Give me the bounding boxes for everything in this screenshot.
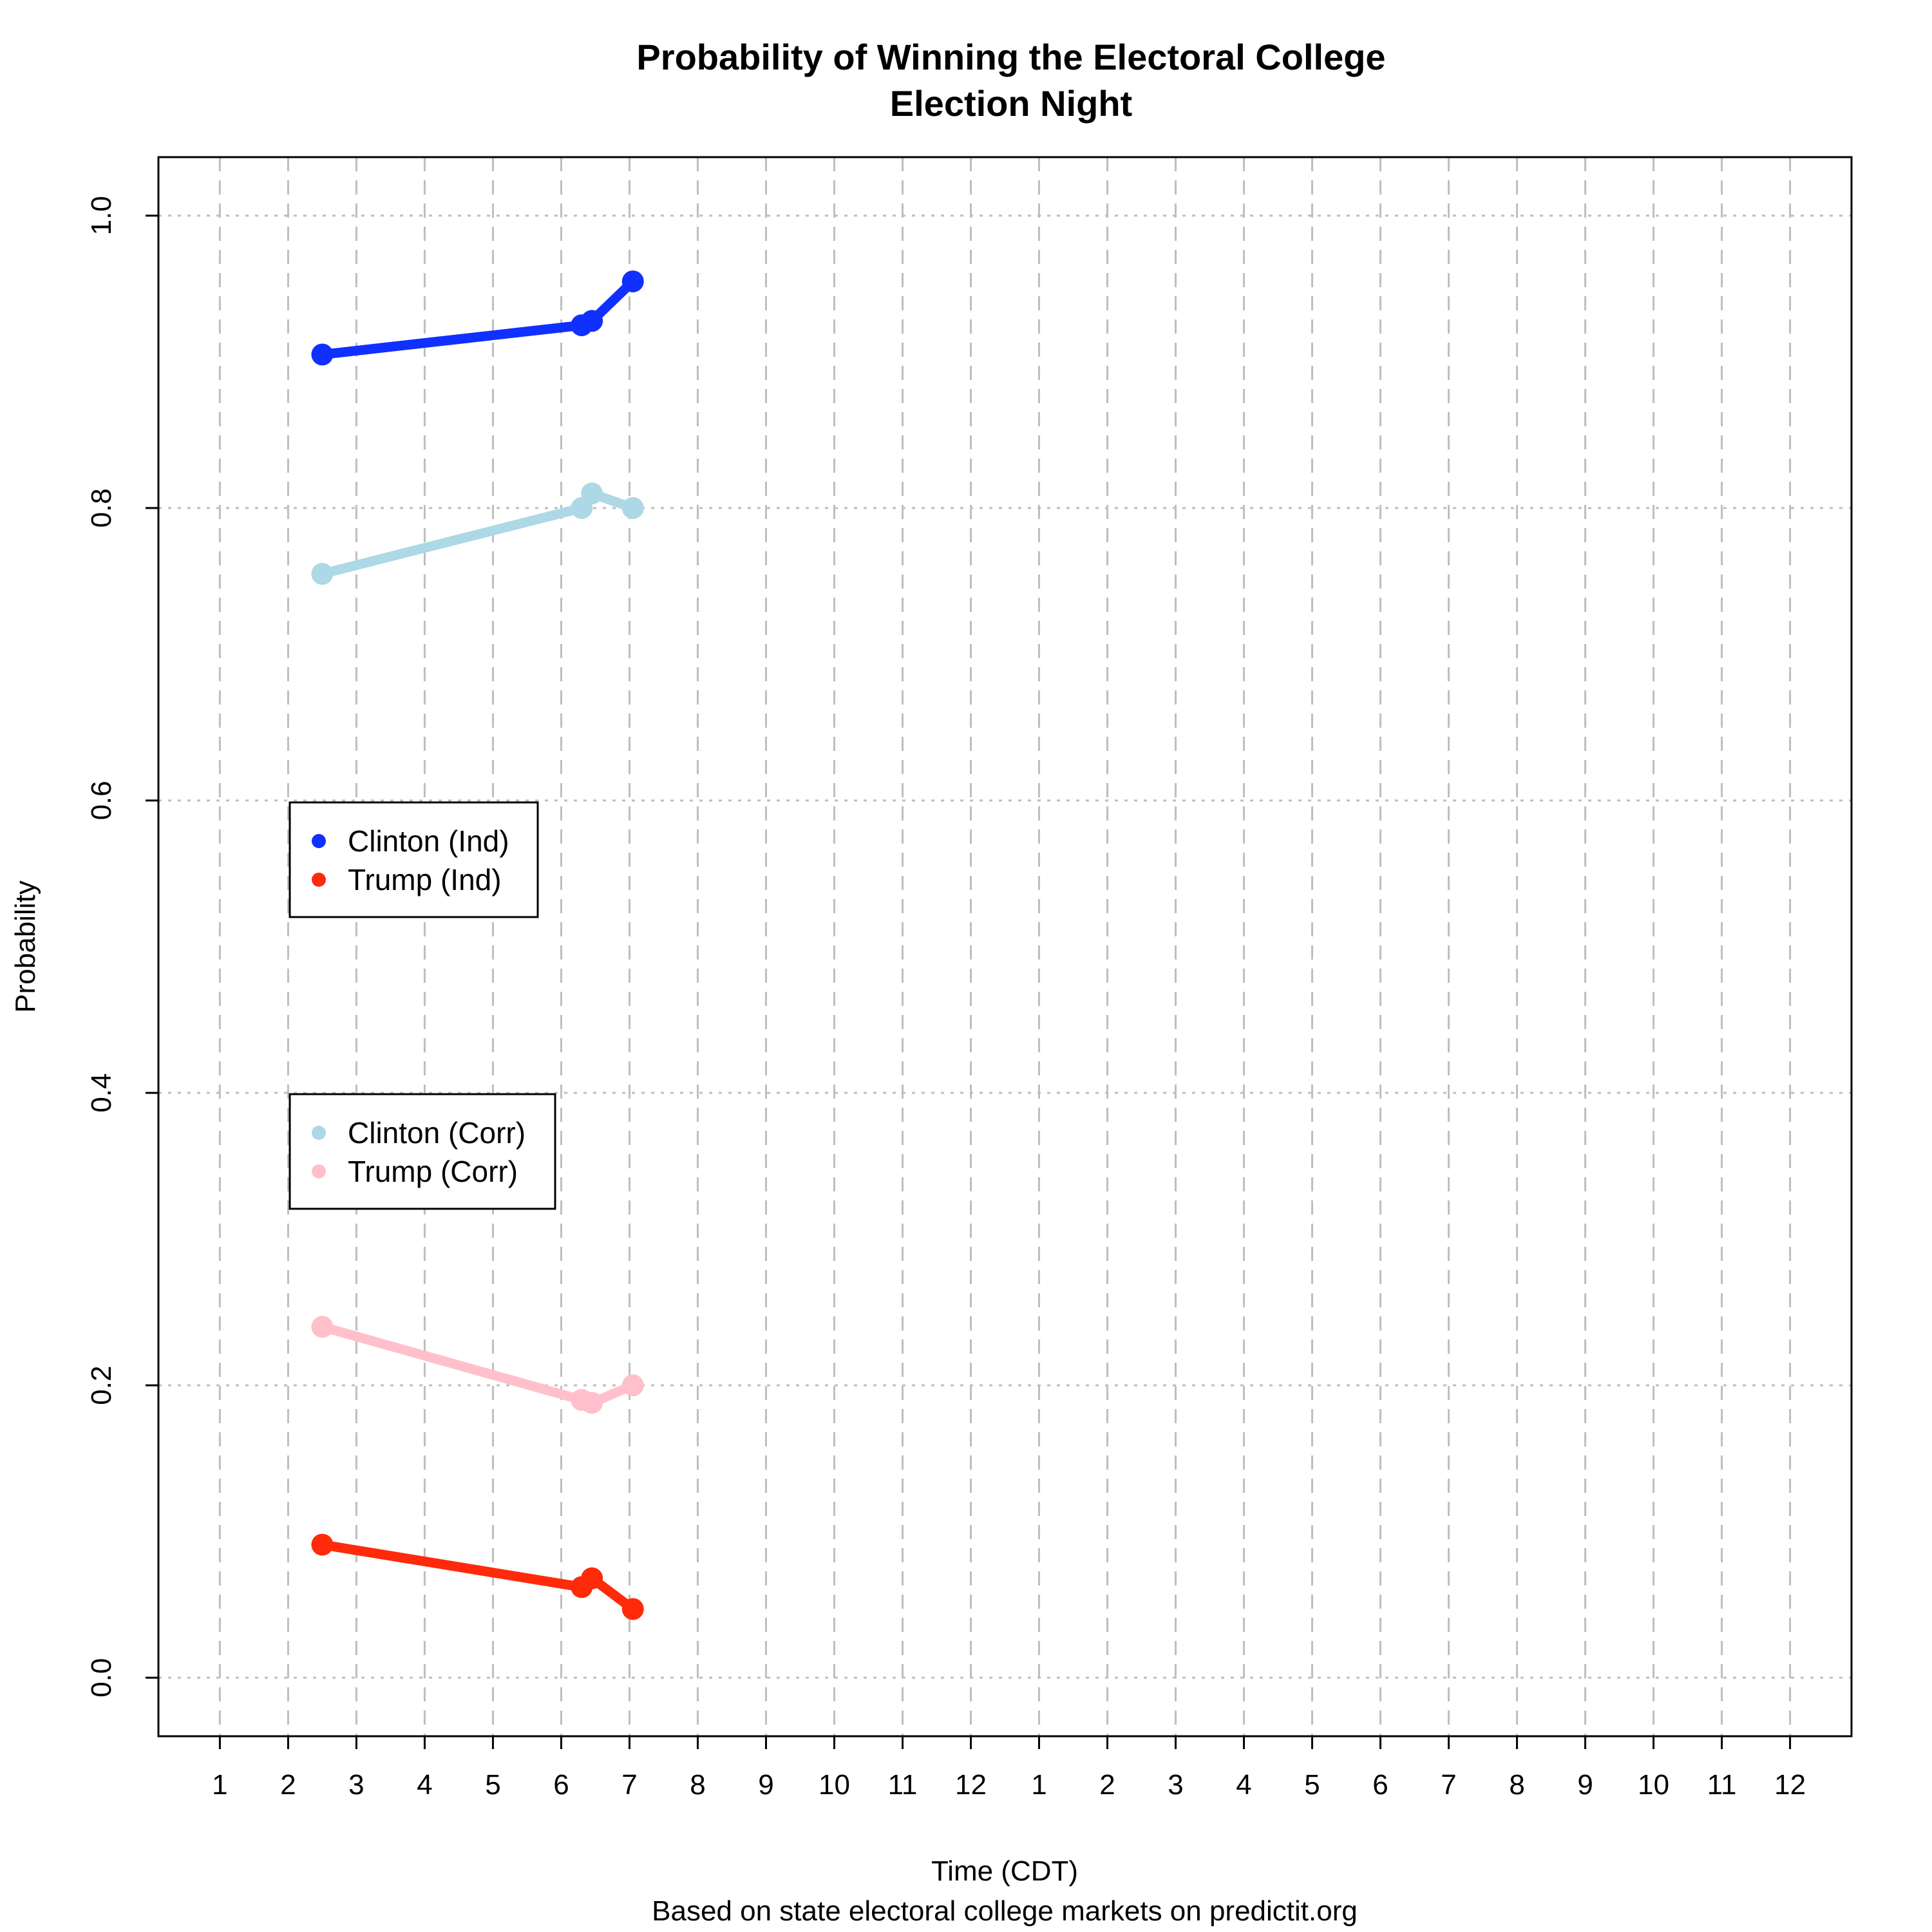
- data-point-trump-ind-3: [621, 1598, 644, 1620]
- x-tick-label: 10: [819, 1769, 850, 1801]
- legends: Clinton (Ind) Trump (Ind) Clinton (Corr) Tr…: [289, 801, 556, 1210]
- series-clinton-corr: [311, 482, 644, 585]
- x-tick-label: 2: [1099, 1769, 1115, 1801]
- x-tick-label: 5: [485, 1769, 500, 1801]
- x-axis-label: Time (CDT): [931, 1855, 1078, 1887]
- x-tick-label: 1: [212, 1769, 227, 1801]
- data-point-trump-corr-0: [311, 1316, 334, 1338]
- series-clinton-ind: [311, 270, 644, 366]
- data-point-trump-corr-3: [621, 1374, 644, 1397]
- legend-marker: [312, 873, 326, 887]
- y-axis-label: Probability: [10, 880, 41, 1012]
- x-tick-label: 4: [1236, 1769, 1251, 1801]
- x-tick-label: 9: [1577, 1769, 1593, 1801]
- chart-subtitle: Election Night: [890, 83, 1132, 124]
- legend-box: [289, 1093, 556, 1210]
- legend-label: Clinton (Ind): [348, 824, 509, 858]
- x-tick-label: 7: [1441, 1769, 1456, 1801]
- chart-title: Probability of Winning the Electoral Col…: [636, 37, 1385, 77]
- y-tick-label: 0.4: [86, 1073, 117, 1112]
- y-tick-label: 0.6: [86, 781, 117, 820]
- grid: [158, 157, 1852, 1736]
- legend-marker: [312, 1164, 326, 1179]
- x-tick-label: 7: [621, 1769, 637, 1801]
- y-tick-label: 0.8: [86, 488, 117, 527]
- y-tick-label: 0.0: [86, 1658, 117, 1698]
- x-tick-label: 3: [348, 1769, 364, 1801]
- data-point-trump-ind-2: [581, 1567, 603, 1589]
- y-tick-label: 0.2: [86, 1366, 117, 1405]
- legend-2: Clinton (Corr) Trump (Corr): [289, 1093, 556, 1210]
- series-layer: [311, 270, 644, 1620]
- y-axis: 0.0 0.2 0.4 0.6 0.8 1.0: [86, 196, 158, 1698]
- data-point-clinton-corr-3: [621, 497, 644, 519]
- series-trump-ind: [311, 1533, 644, 1620]
- x-tick-label: 12: [1774, 1769, 1806, 1801]
- legend-1: Clinton (Ind) Trump (Ind): [289, 801, 539, 918]
- x-tick-label: 12: [955, 1769, 987, 1801]
- plot-frame: [157, 156, 1853, 1738]
- data-point-clinton-ind-3: [621, 270, 644, 292]
- legend-label: Clinton (Corr): [348, 1116, 526, 1150]
- data-point-clinton-corr-0: [311, 563, 334, 585]
- legend-label: Trump (Ind): [348, 863, 502, 896]
- series-trump-corr: [311, 1316, 644, 1414]
- x-tick-label: 2: [280, 1769, 296, 1801]
- x-tick-label: 6: [553, 1769, 569, 1801]
- x-axis: 1 2 3 4 5 6 7 8 9 10 11 12 1 2 3 4 5 6 7 8 9 10 11 12: [212, 1736, 1806, 1801]
- x-tick-label: 10: [1638, 1769, 1669, 1801]
- chart-caption: Based on state electoral college markets…: [652, 1895, 1358, 1927]
- x-tick-label: 1: [1031, 1769, 1046, 1801]
- legend-label: Trump (Corr): [348, 1155, 518, 1188]
- data-point-clinton-ind-0: [311, 343, 334, 366]
- data-point-clinton-ind-2: [581, 310, 603, 332]
- x-tick-label: 4: [417, 1769, 432, 1801]
- x-tick-label: 11: [888, 1769, 918, 1801]
- legend-box: [289, 801, 539, 918]
- data-point-trump-ind-0: [311, 1533, 334, 1556]
- y-tick-label: 1.0: [86, 196, 117, 235]
- x-tick-label: 11: [1707, 1769, 1737, 1801]
- x-tick-label: 6: [1372, 1769, 1388, 1801]
- x-tick-label: 8: [690, 1769, 705, 1801]
- x-tick-label: 8: [1509, 1769, 1524, 1801]
- data-point-trump-corr-2: [581, 1392, 603, 1414]
- legend-marker: [312, 834, 326, 848]
- x-tick-label: 3: [1168, 1769, 1183, 1801]
- data-point-clinton-corr-2: [581, 482, 603, 505]
- x-tick-label: 5: [1304, 1769, 1320, 1801]
- x-tick-label: 9: [758, 1769, 773, 1801]
- legend-marker: [312, 1126, 326, 1140]
